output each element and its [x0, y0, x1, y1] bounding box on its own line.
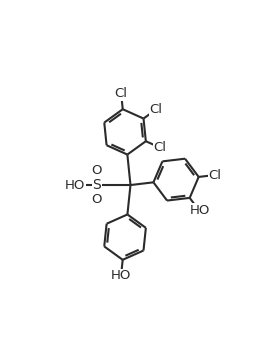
Text: O: O	[92, 193, 102, 206]
Text: Cl: Cl	[115, 87, 128, 100]
Text: Cl: Cl	[154, 141, 167, 154]
Text: Cl: Cl	[208, 168, 221, 181]
Text: S: S	[92, 178, 101, 192]
Text: O: O	[92, 164, 102, 177]
Text: Cl: Cl	[150, 103, 163, 116]
Text: HO: HO	[190, 204, 210, 217]
Text: HO: HO	[111, 270, 131, 283]
Text: HO: HO	[65, 179, 85, 192]
